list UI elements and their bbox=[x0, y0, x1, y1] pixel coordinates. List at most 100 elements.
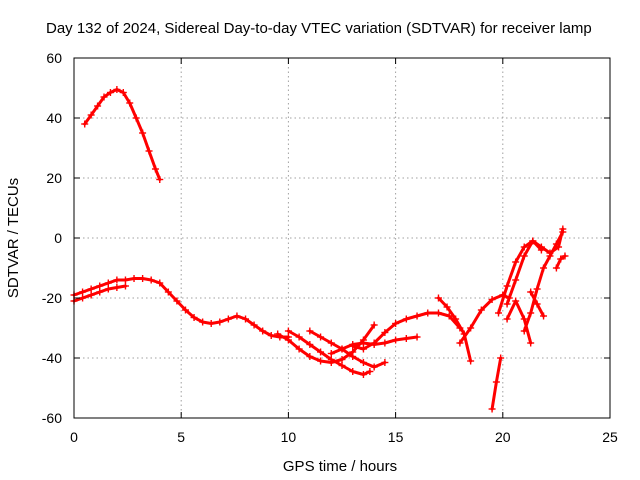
data-point bbox=[467, 324, 475, 332]
data-point bbox=[557, 255, 565, 263]
data-point bbox=[104, 285, 112, 293]
data-point bbox=[113, 276, 121, 284]
data-point bbox=[317, 348, 325, 356]
data-point bbox=[295, 345, 303, 353]
data-point bbox=[488, 405, 496, 413]
data-point bbox=[295, 333, 303, 341]
data-point bbox=[559, 228, 567, 236]
grid-layer bbox=[74, 58, 610, 418]
data-point bbox=[456, 339, 464, 347]
data-point bbox=[306, 353, 314, 360]
data-point bbox=[104, 279, 112, 287]
y-tick-label: 40 bbox=[46, 110, 62, 126]
data-point bbox=[359, 371, 367, 378]
data-point bbox=[402, 315, 410, 323]
data-point bbox=[495, 309, 503, 317]
data-point bbox=[492, 378, 500, 386]
data-point bbox=[467, 357, 475, 365]
data-point bbox=[527, 288, 535, 296]
data-point bbox=[317, 333, 325, 341]
data-point bbox=[443, 303, 451, 311]
data-point bbox=[121, 276, 129, 284]
data-point bbox=[381, 339, 389, 347]
data-point bbox=[503, 300, 511, 308]
data-point bbox=[317, 357, 325, 365]
y-axis-label: SDTVAR / TECUs bbox=[5, 178, 22, 298]
series-sat-k bbox=[488, 354, 505, 413]
data-point bbox=[139, 129, 147, 137]
data-point bbox=[250, 321, 258, 329]
tick-layer: 0 5 10 15 20 25 -60 -40 -20 0 20 40 60 bbox=[42, 50, 618, 445]
data-point bbox=[402, 335, 410, 342]
data-point bbox=[552, 264, 560, 272]
data-point bbox=[527, 309, 535, 317]
data-point bbox=[540, 264, 548, 272]
x-tick-label: 5 bbox=[177, 429, 185, 445]
series-line bbox=[83, 88, 162, 181]
data-point bbox=[151, 165, 159, 173]
data-point bbox=[512, 276, 520, 284]
x-tick-label: 15 bbox=[388, 429, 404, 445]
data-point bbox=[126, 99, 134, 107]
data-point bbox=[190, 314, 198, 321]
data-point bbox=[338, 356, 346, 363]
series-sat-c bbox=[70, 282, 129, 305]
data-point bbox=[349, 353, 357, 360]
data-point bbox=[533, 285, 541, 293]
data-point bbox=[434, 294, 442, 302]
data-point bbox=[533, 300, 541, 308]
data-point bbox=[132, 114, 140, 122]
data-point bbox=[139, 275, 147, 282]
series-sat-q bbox=[552, 252, 569, 272]
series-sat-n bbox=[520, 228, 567, 335]
data-point bbox=[381, 329, 389, 336]
data-point bbox=[267, 332, 275, 339]
series-line bbox=[505, 299, 533, 345]
data-point bbox=[274, 330, 282, 338]
data-point bbox=[520, 243, 528, 251]
data-point bbox=[100, 93, 108, 101]
data-point bbox=[540, 312, 548, 320]
data-point bbox=[242, 315, 250, 323]
data-point bbox=[94, 102, 102, 110]
data-point bbox=[370, 339, 378, 347]
data-point bbox=[488, 296, 496, 303]
data-point bbox=[537, 243, 545, 251]
y-tick-label: -20 bbox=[42, 290, 62, 306]
x-tick-label: 20 bbox=[495, 429, 511, 445]
data-point bbox=[327, 339, 335, 347]
data-point bbox=[156, 176, 164, 183]
data-point bbox=[164, 288, 172, 296]
data-point bbox=[119, 89, 127, 96]
series-sat-b bbox=[70, 275, 292, 341]
data-point bbox=[233, 312, 241, 320]
data-point bbox=[306, 341, 314, 348]
data-point bbox=[130, 275, 138, 282]
y-tick-label: 20 bbox=[46, 170, 62, 186]
data-point bbox=[145, 147, 153, 155]
data-point bbox=[79, 294, 87, 302]
data-point bbox=[370, 321, 378, 329]
data-point bbox=[121, 282, 129, 290]
series-sat-p bbox=[527, 288, 548, 320]
chart-title: Day 132 of 2024, Sidereal Day-to-day VTE… bbox=[46, 20, 592, 37]
x-axis-label: GPS time / hours bbox=[283, 458, 397, 475]
data-point bbox=[477, 306, 485, 314]
data-point bbox=[327, 350, 335, 357]
data-point bbox=[503, 315, 511, 323]
data-point bbox=[434, 309, 442, 317]
data-point bbox=[503, 282, 511, 290]
data-point bbox=[113, 86, 121, 93]
data-point bbox=[259, 327, 267, 335]
series-sat-o bbox=[503, 297, 535, 347]
data-point bbox=[512, 297, 520, 305]
data-point bbox=[147, 276, 155, 284]
data-point bbox=[216, 318, 224, 326]
data-point bbox=[327, 356, 335, 363]
y-tick-label: 60 bbox=[46, 50, 62, 66]
data-point bbox=[561, 252, 569, 260]
series-line bbox=[437, 296, 473, 363]
series-sat-e bbox=[284, 327, 374, 378]
series-sat-a bbox=[81, 86, 164, 183]
